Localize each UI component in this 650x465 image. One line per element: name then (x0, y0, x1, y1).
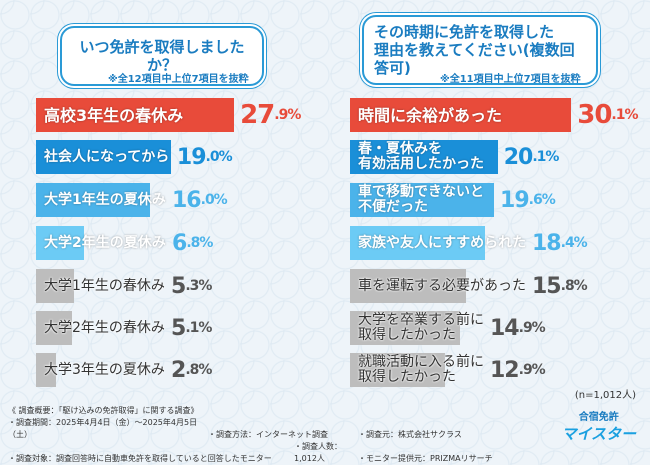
bar (36, 353, 56, 387)
value-label: 15.8% (532, 273, 588, 299)
value-label: 19.0% (176, 144, 233, 170)
footer-provider: ・モニター提供元：PRIZMAリサーチ (358, 454, 493, 463)
value-label: 5.1% (171, 315, 212, 341)
bar-label: 大学1年生の春休み (44, 277, 165, 294)
value-label: 5.3% (171, 273, 212, 299)
footer-count: ・調査人数：1,012人 (294, 442, 342, 463)
bar (350, 98, 572, 132)
bar (350, 140, 498, 174)
bar-label: 大学1年生の夏休み (44, 191, 166, 208)
footer-target: ・調査対象：調査回答時に自動車免許を取得していると回答したモニター (8, 454, 272, 463)
footer-heading: 《 調査概要：「駆け込みの免許取得」に関する調査》 (8, 406, 199, 415)
value-label: 20.1% (503, 144, 560, 170)
bar-label: 春・夏休みを 有効活用したかった (358, 141, 484, 172)
bar-label: 大学3年生の夏休み (44, 361, 165, 378)
bar-label: 大学2年生の春休み (44, 319, 165, 336)
bar (36, 183, 150, 217)
right-question-title: その時期に免許を取得した 理由を教えてください(複数回答可) (362, 15, 598, 85)
sample-size: (n=1,012人) (574, 390, 636, 401)
right-note: ※全11項目中上位7項目を抜粋 (440, 74, 581, 85)
footer-method: ・調査方法：インターネット調査 (208, 430, 328, 439)
right-title-line1: その時期に免許を取得した (374, 23, 555, 41)
value-label: 27.9% (240, 100, 301, 130)
bar-label: 高校3年生の春休み (44, 105, 184, 125)
value-label: 12.9% (490, 357, 546, 383)
bar-label: 車で移動できないと 不便だった (358, 184, 484, 215)
bar-label: 就職活動に入る前に 取得したかった (358, 354, 484, 385)
bar (36, 311, 73, 345)
right-title-line2: 理由を教えてください(複数回答可) (374, 41, 575, 77)
left-question-title: いつ免許を取得しましたか？ (60, 26, 264, 86)
bar (350, 353, 445, 387)
bar (350, 269, 467, 303)
bar (36, 140, 171, 174)
bar-label: 大学を卒業する前に 取得したかった (358, 312, 484, 343)
value-label: 6.8% (172, 230, 213, 256)
left-note: ※全12項目中上位7項目を抜粋 (108, 74, 249, 85)
footer-period: ・調査期間：2025年4月4日（金）～2025年4月5日（土） (8, 418, 198, 439)
logo-bottom: マイスター (561, 425, 636, 443)
footer-source: ・調査元：株式会社サクラス (358, 430, 462, 439)
value-label: 2.8% (171, 357, 212, 383)
bar (36, 226, 85, 260)
bar-label: 車を運転する必要があった (358, 277, 526, 294)
bar-label: 時間に余裕があった (358, 105, 503, 125)
value-label: 19.6% (500, 187, 556, 213)
logo: 合宿免許 マイスター (561, 408, 636, 444)
survey-footer: 《 調査概要：「駆け込みの免許取得」に関する調査》 ・調査期間：2025年4月4… (8, 405, 568, 465)
bar (350, 226, 486, 260)
bar-label: 社会人になってから (44, 148, 170, 165)
bar (36, 269, 74, 303)
bar-label: 家族や友人にすすめられた (358, 234, 527, 251)
bar (36, 98, 235, 132)
value-label: 30.1% (577, 100, 638, 130)
value-label: 18.4% (532, 230, 588, 256)
bar (350, 311, 460, 345)
bar-label: 大学2年生の夏休み (44, 234, 166, 251)
value-label: 14.9% (490, 315, 546, 341)
value-label: 16.0% (172, 187, 228, 213)
bar (350, 183, 495, 217)
logo-top: 合宿免許 (578, 412, 619, 423)
